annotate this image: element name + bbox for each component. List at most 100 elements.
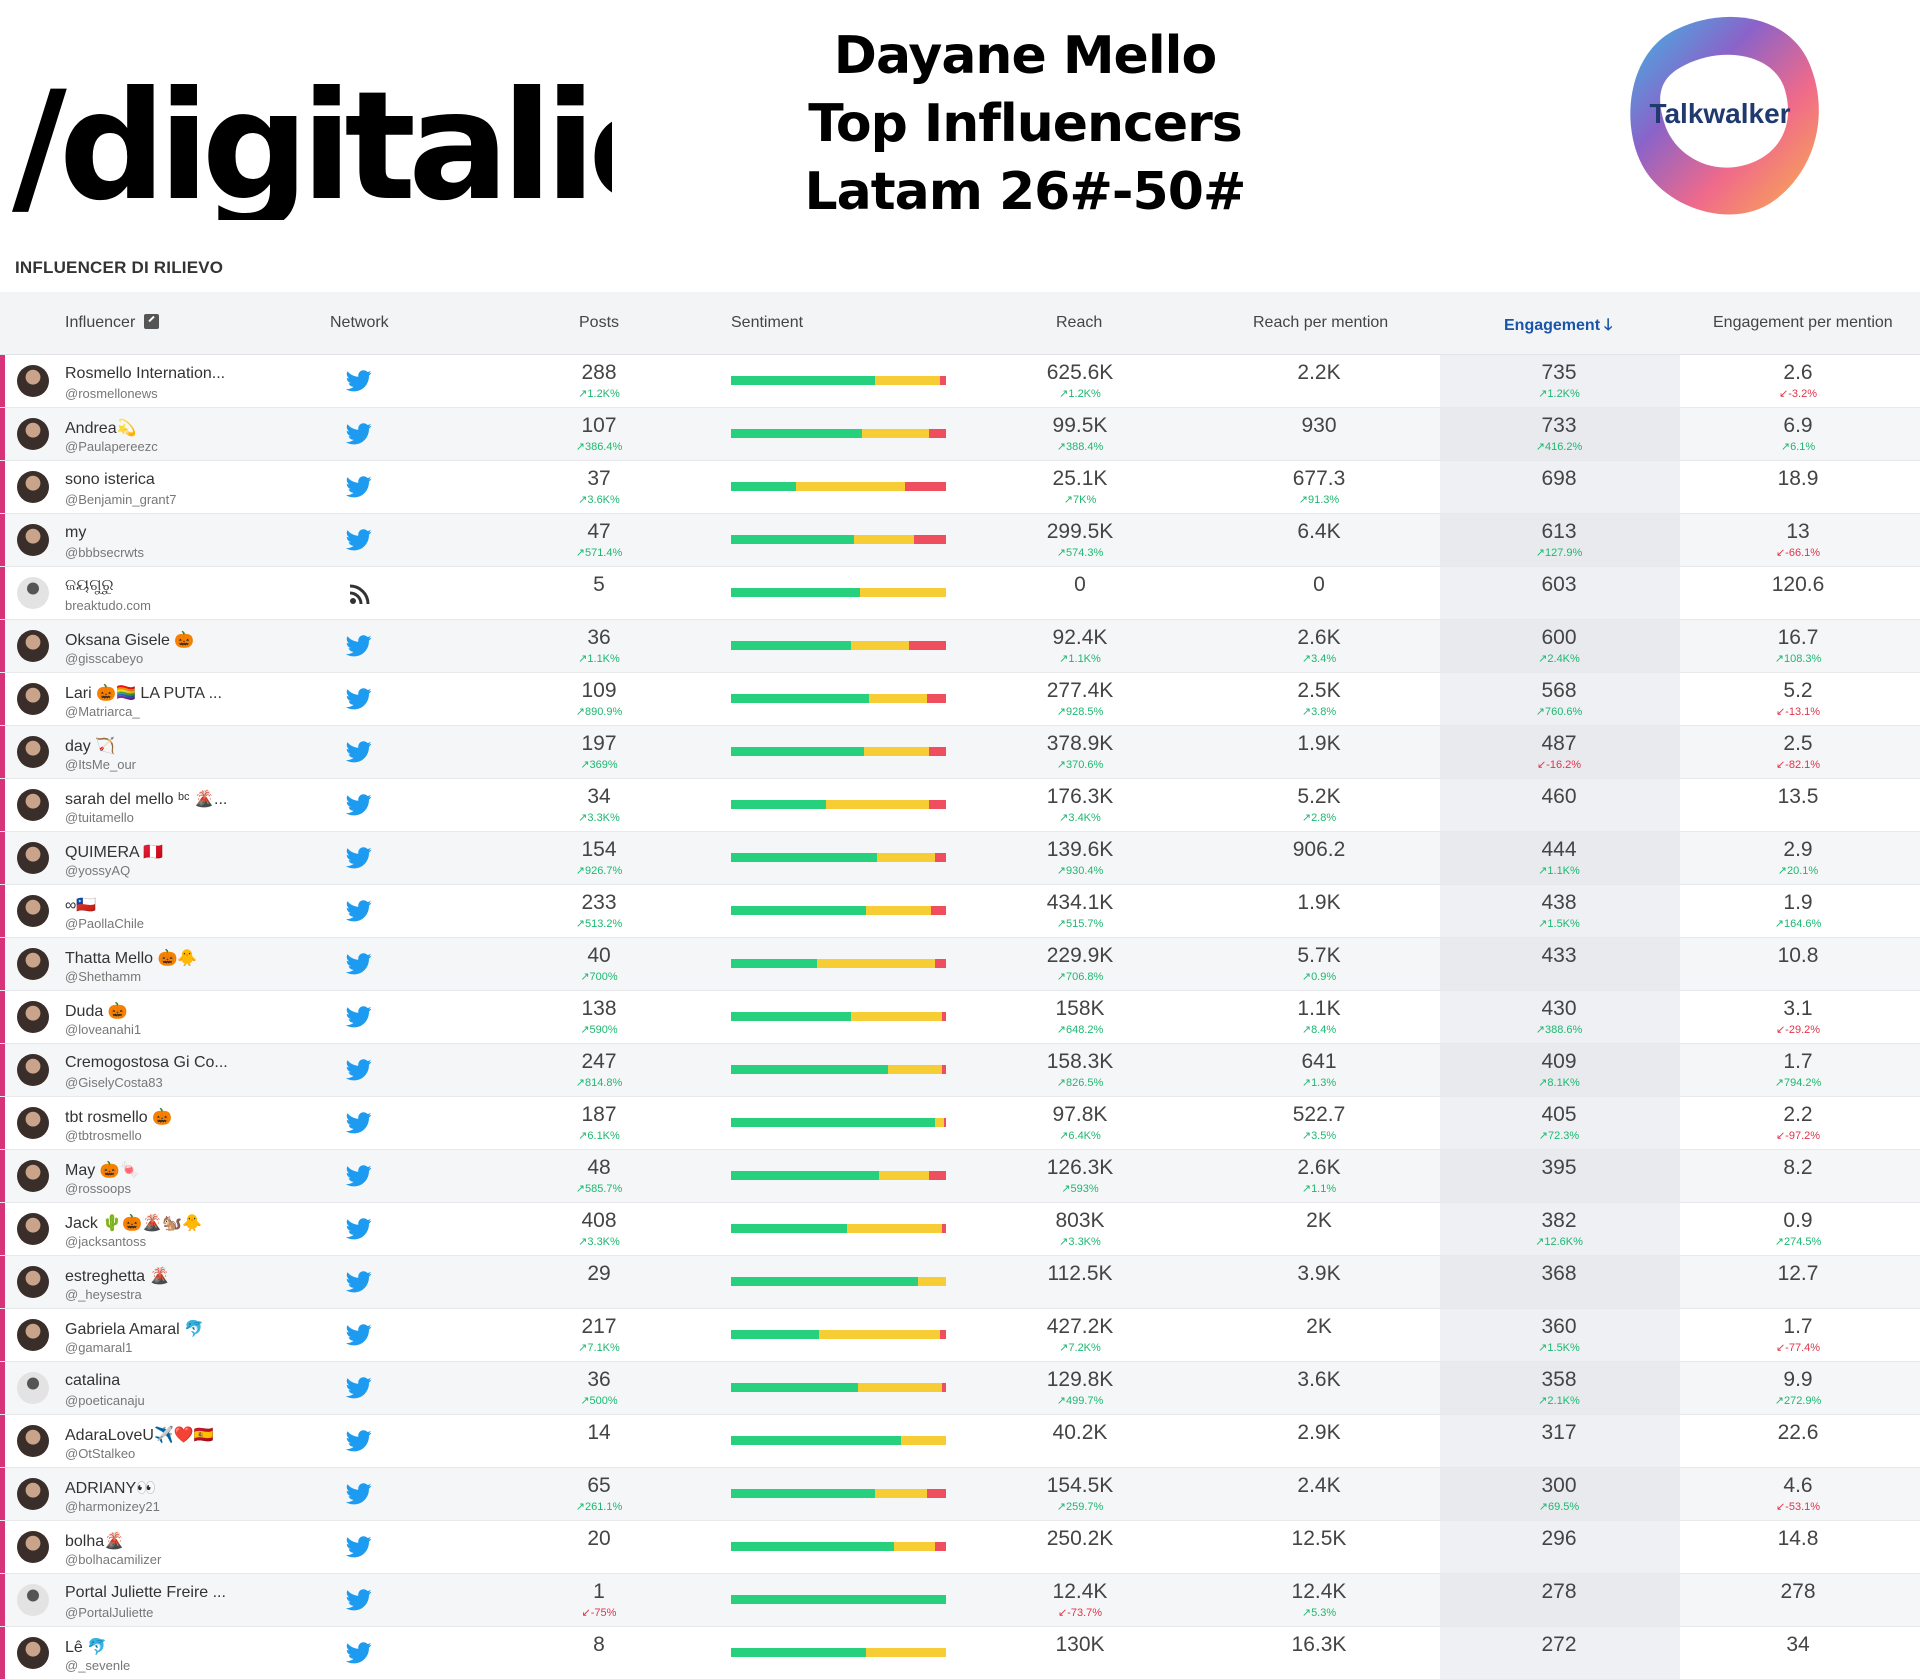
col-reach-per-mention[interactable]: Reach per mention [1253,314,1389,331]
influencer-name[interactable]: Lê 🐬 [65,1639,108,1656]
table-row[interactable]: Oksana Gisele 🎃 @gisscabeyo 36 ↗1.1K% 92.4K ↗… [0,620,1920,673]
col-reach[interactable]: Reach [1056,314,1103,331]
sentiment-bar[interactable] [731,1436,946,1445]
twitter-icon[interactable] [345,1377,372,1399]
avatar[interactable] [17,577,49,609]
table-row[interactable]: May 🎃🍬 @rossoops 48 ↗585.7% 126.3K ↗593% 2.6K ↗… [0,1150,1920,1203]
avatar[interactable] [17,1213,49,1245]
twitter-icon[interactable] [345,953,372,975]
avatar[interactable] [17,1637,49,1669]
influencer-name[interactable]: Duda 🎃 [65,1003,128,1020]
influencer-name[interactable]: Thatta Mello 🎃🐥 [65,950,198,967]
sentiment-bar[interactable] [731,1065,946,1074]
sentiment-bar[interactable] [731,747,946,756]
twitter-icon[interactable] [345,1642,372,1664]
sentiment-bar[interactable] [731,1542,946,1551]
influencer-name[interactable]: Andrea💫 [65,420,137,437]
twitter-icon[interactable] [345,635,372,657]
avatar[interactable] [17,524,49,556]
twitter-icon[interactable] [345,1218,372,1240]
twitter-icon[interactable] [345,476,372,498]
avatar[interactable] [17,471,49,503]
twitter-icon[interactable] [345,1271,372,1293]
avatar[interactable] [17,630,49,662]
sentiment-bar[interactable] [731,1118,946,1127]
edit-icon[interactable] [144,314,160,329]
twitter-icon[interactable] [345,794,372,816]
sentiment-bar[interactable] [731,429,946,438]
influencer-name[interactable]: estreghetta 🌋 [65,1268,170,1285]
sentiment-bar[interactable] [731,1012,946,1021]
table-row[interactable]: day 🏹 @ItsMe_our 197 ↗369% 378.9K ↗370.6% 1.9K… [0,726,1920,779]
twitter-icon[interactable] [345,1324,372,1346]
twitter-icon[interactable] [345,900,372,922]
avatar[interactable] [17,683,49,715]
twitter-icon[interactable] [345,1430,372,1452]
sentiment-bar[interactable] [731,535,946,544]
influencer-name[interactable]: Jack 🌵🎃🌋🐿️🐥 [65,1215,202,1232]
sentiment-bar[interactable] [731,1489,946,1498]
twitter-icon[interactable] [345,688,372,710]
twitter-icon[interactable] [345,370,372,392]
col-sentiment[interactable]: Sentiment [731,314,804,331]
blog-icon[interactable] [346,582,372,605]
influencer-name[interactable]: sono isterica [65,471,155,488]
influencer-name[interactable]: Oksana Gisele 🎃 [65,632,195,649]
sentiment-bar[interactable] [731,1648,946,1657]
table-row[interactable]: sarah del mello ᵇᶜ 🌋... @tuitamello 34 ↗3.3… [0,779,1920,832]
twitter-icon[interactable] [345,1483,372,1505]
avatar[interactable] [17,1372,49,1404]
sentiment-bar[interactable] [731,1330,946,1339]
avatar[interactable] [17,895,49,927]
sentiment-bar[interactable] [731,1224,946,1233]
influencer-name[interactable]: Lari 🎃🏳️‍🌈 LA PUTA ... [65,685,222,702]
table-row[interactable]: Lari 🎃🏳️‍🌈 LA PUTA ... @Matriarca_ 109 ↗890… [0,673,1920,726]
influencer-name[interactable]: Portal Juliette Freire ... [65,1584,226,1601]
sentiment-bar[interactable] [731,641,946,650]
table-row[interactable]: my @bbbsecrwts 47 ↗571.4% 299.5K ↗574.3% 6.4K 6… [0,514,1920,567]
influencer-name[interactable]: sarah del mello ᵇᶜ 🌋... [65,791,228,808]
sentiment-bar[interactable] [731,853,946,862]
avatar[interactable] [17,1160,49,1192]
avatar[interactable] [17,1054,49,1086]
sentiment-bar[interactable] [731,800,946,809]
table-row[interactable]: AdaraLoveU✈️❤️🇪🇸 @OtStalkeo 14 40.2K 2.9K 317… [0,1415,1920,1468]
sentiment-bar[interactable] [731,694,946,703]
col-engagement-per-mention[interactable]: Engagement per mention [1713,314,1893,331]
sentiment-bar[interactable] [731,588,946,597]
twitter-icon[interactable] [345,1059,372,1081]
avatar[interactable] [17,418,49,450]
influencer-name[interactable]: bolha🌋 [65,1533,125,1550]
table-row[interactable]: bolha🌋 @bolhacamilizer 20 250.2K 12.5K 296 14.… [0,1521,1920,1574]
avatar[interactable] [17,365,49,397]
avatar[interactable] [17,1266,49,1298]
col-engagement[interactable]: Engagement 🡓 [1504,314,1612,341]
twitter-icon[interactable] [345,1165,372,1187]
table-row[interactable]: tbt rosmello 🎃 @tbtrosmello 187 ↗6.1K% 97.8K… [0,1097,1920,1150]
table-row[interactable]: Lê 🐬 @_sevenle 8 130K 16.3K 272 34 [0,1627,1920,1680]
table-row[interactable]: Rosmello Internation... @rosmellonews 288 ↗… [0,355,1920,408]
avatar[interactable] [17,1107,49,1139]
avatar[interactable] [17,1584,49,1616]
avatar[interactable] [17,736,49,768]
twitter-icon[interactable] [345,423,372,445]
col-influencer[interactable]: Influencer [65,314,160,332]
influencer-name[interactable]: catalina [65,1372,121,1389]
twitter-icon[interactable] [345,1589,372,1611]
influencer-name[interactable]: Gabriela Amaral 🐬 [65,1321,205,1338]
twitter-icon[interactable] [345,529,372,551]
influencer-name[interactable]: tbt rosmello 🎃 [65,1109,173,1126]
sentiment-bar[interactable] [731,1277,946,1286]
table-row[interactable]: Jack 🌵🎃🌋🐿️🐥 @jacksantoss 408 ↗3.3K% 803K ↗3.3… [0,1203,1920,1256]
influencer-name[interactable]: Rosmello Internation... [65,365,226,382]
table-row[interactable]: catalina @poeticanaju 36 ↗500% 129.8K ↗499.7%… [0,1362,1920,1415]
avatar[interactable] [17,1319,49,1351]
table-row[interactable]: QUIMERA 🇵🇪 @yossyAQ 154 ↗926.7% 139.6K ↗930.4… [0,832,1920,885]
sentiment-bar[interactable] [731,376,946,385]
influencer-name[interactable]: ADRIANY👀 [65,1480,157,1497]
twitter-icon[interactable] [345,741,372,763]
sentiment-bar[interactable] [731,906,946,915]
influencer-name[interactable]: AdaraLoveU✈️❤️🇪🇸 [65,1427,214,1444]
influencer-name[interactable]: my [65,524,87,541]
sentiment-bar[interactable] [731,1171,946,1180]
